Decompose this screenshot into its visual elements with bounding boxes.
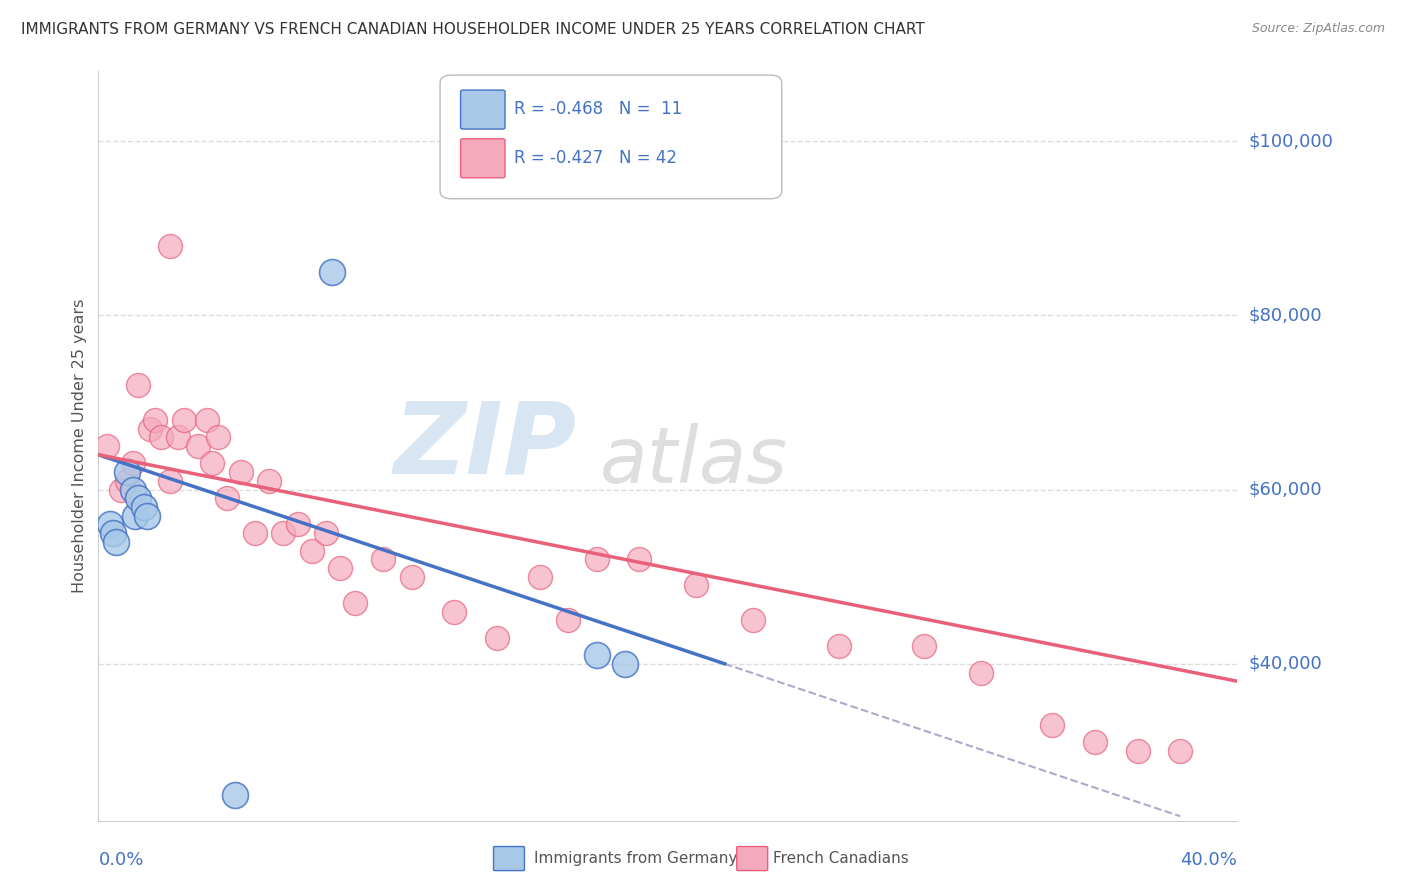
Text: R = -0.468   N =  11: R = -0.468 N = 11 [515, 100, 682, 118]
Text: $100,000: $100,000 [1249, 132, 1333, 150]
Y-axis label: Householder Income Under 25 years: Householder Income Under 25 years [72, 299, 87, 593]
Text: Immigrants from Germany: Immigrants from Germany [534, 851, 738, 865]
Point [115, 465, 138, 479]
Point [742, 613, 765, 627]
Point [145, 413, 167, 427]
Text: ZIP: ZIP [394, 398, 576, 494]
Point [96, 439, 118, 453]
Point [124, 508, 146, 523]
Point [101, 526, 124, 541]
Point [104, 534, 127, 549]
Point [243, 526, 266, 541]
Point [529, 570, 551, 584]
Point [685, 578, 707, 592]
Point [321, 265, 343, 279]
Text: 0.0%: 0.0% [98, 851, 143, 869]
Point [159, 474, 181, 488]
Point [343, 596, 366, 610]
Point [486, 631, 509, 645]
FancyBboxPatch shape [461, 139, 505, 178]
Point [401, 570, 423, 584]
Point [1170, 744, 1192, 758]
Point [187, 439, 209, 453]
Point [215, 491, 238, 506]
Point [121, 483, 143, 497]
Point [628, 552, 651, 566]
Point [970, 665, 993, 680]
Point [167, 430, 190, 444]
Point [159, 238, 181, 252]
Point [443, 605, 465, 619]
Point [828, 640, 851, 654]
Text: Source: ZipAtlas.com: Source: ZipAtlas.com [1251, 22, 1385, 36]
Point [315, 526, 337, 541]
Point [224, 788, 246, 802]
Point [329, 561, 352, 575]
Text: $60,000: $60,000 [1249, 481, 1322, 499]
Point [259, 474, 281, 488]
Point [121, 457, 143, 471]
FancyBboxPatch shape [440, 75, 782, 199]
Point [229, 465, 252, 479]
Point [585, 552, 607, 566]
Point [132, 500, 155, 514]
Point [301, 543, 323, 558]
Text: atlas: atlas [599, 423, 787, 499]
Point [138, 421, 160, 435]
Point [195, 413, 218, 427]
Point [585, 648, 607, 662]
Text: R = -0.427   N = 42: R = -0.427 N = 42 [515, 149, 678, 167]
Text: French Canadians: French Canadians [773, 851, 910, 865]
Point [135, 508, 157, 523]
Point [1126, 744, 1149, 758]
Point [912, 640, 935, 654]
Point [273, 526, 295, 541]
Point [557, 613, 579, 627]
Point [110, 483, 132, 497]
Point [614, 657, 637, 671]
Text: 40.0%: 40.0% [1181, 851, 1237, 869]
Text: $40,000: $40,000 [1249, 655, 1322, 673]
Point [287, 517, 309, 532]
Point [373, 552, 395, 566]
FancyBboxPatch shape [461, 90, 505, 129]
Point [127, 378, 149, 392]
Point [98, 517, 121, 532]
Point [115, 474, 138, 488]
Point [201, 457, 224, 471]
Point [127, 491, 149, 506]
Text: IMMIGRANTS FROM GERMANY VS FRENCH CANADIAN HOUSEHOLDER INCOME UNDER 25 YEARS COR: IMMIGRANTS FROM GERMANY VS FRENCH CANADI… [21, 22, 925, 37]
Point [173, 413, 195, 427]
Point [1084, 735, 1107, 749]
Point [150, 430, 173, 444]
Point [1040, 718, 1063, 732]
Text: $80,000: $80,000 [1249, 306, 1322, 325]
Point [207, 430, 229, 444]
